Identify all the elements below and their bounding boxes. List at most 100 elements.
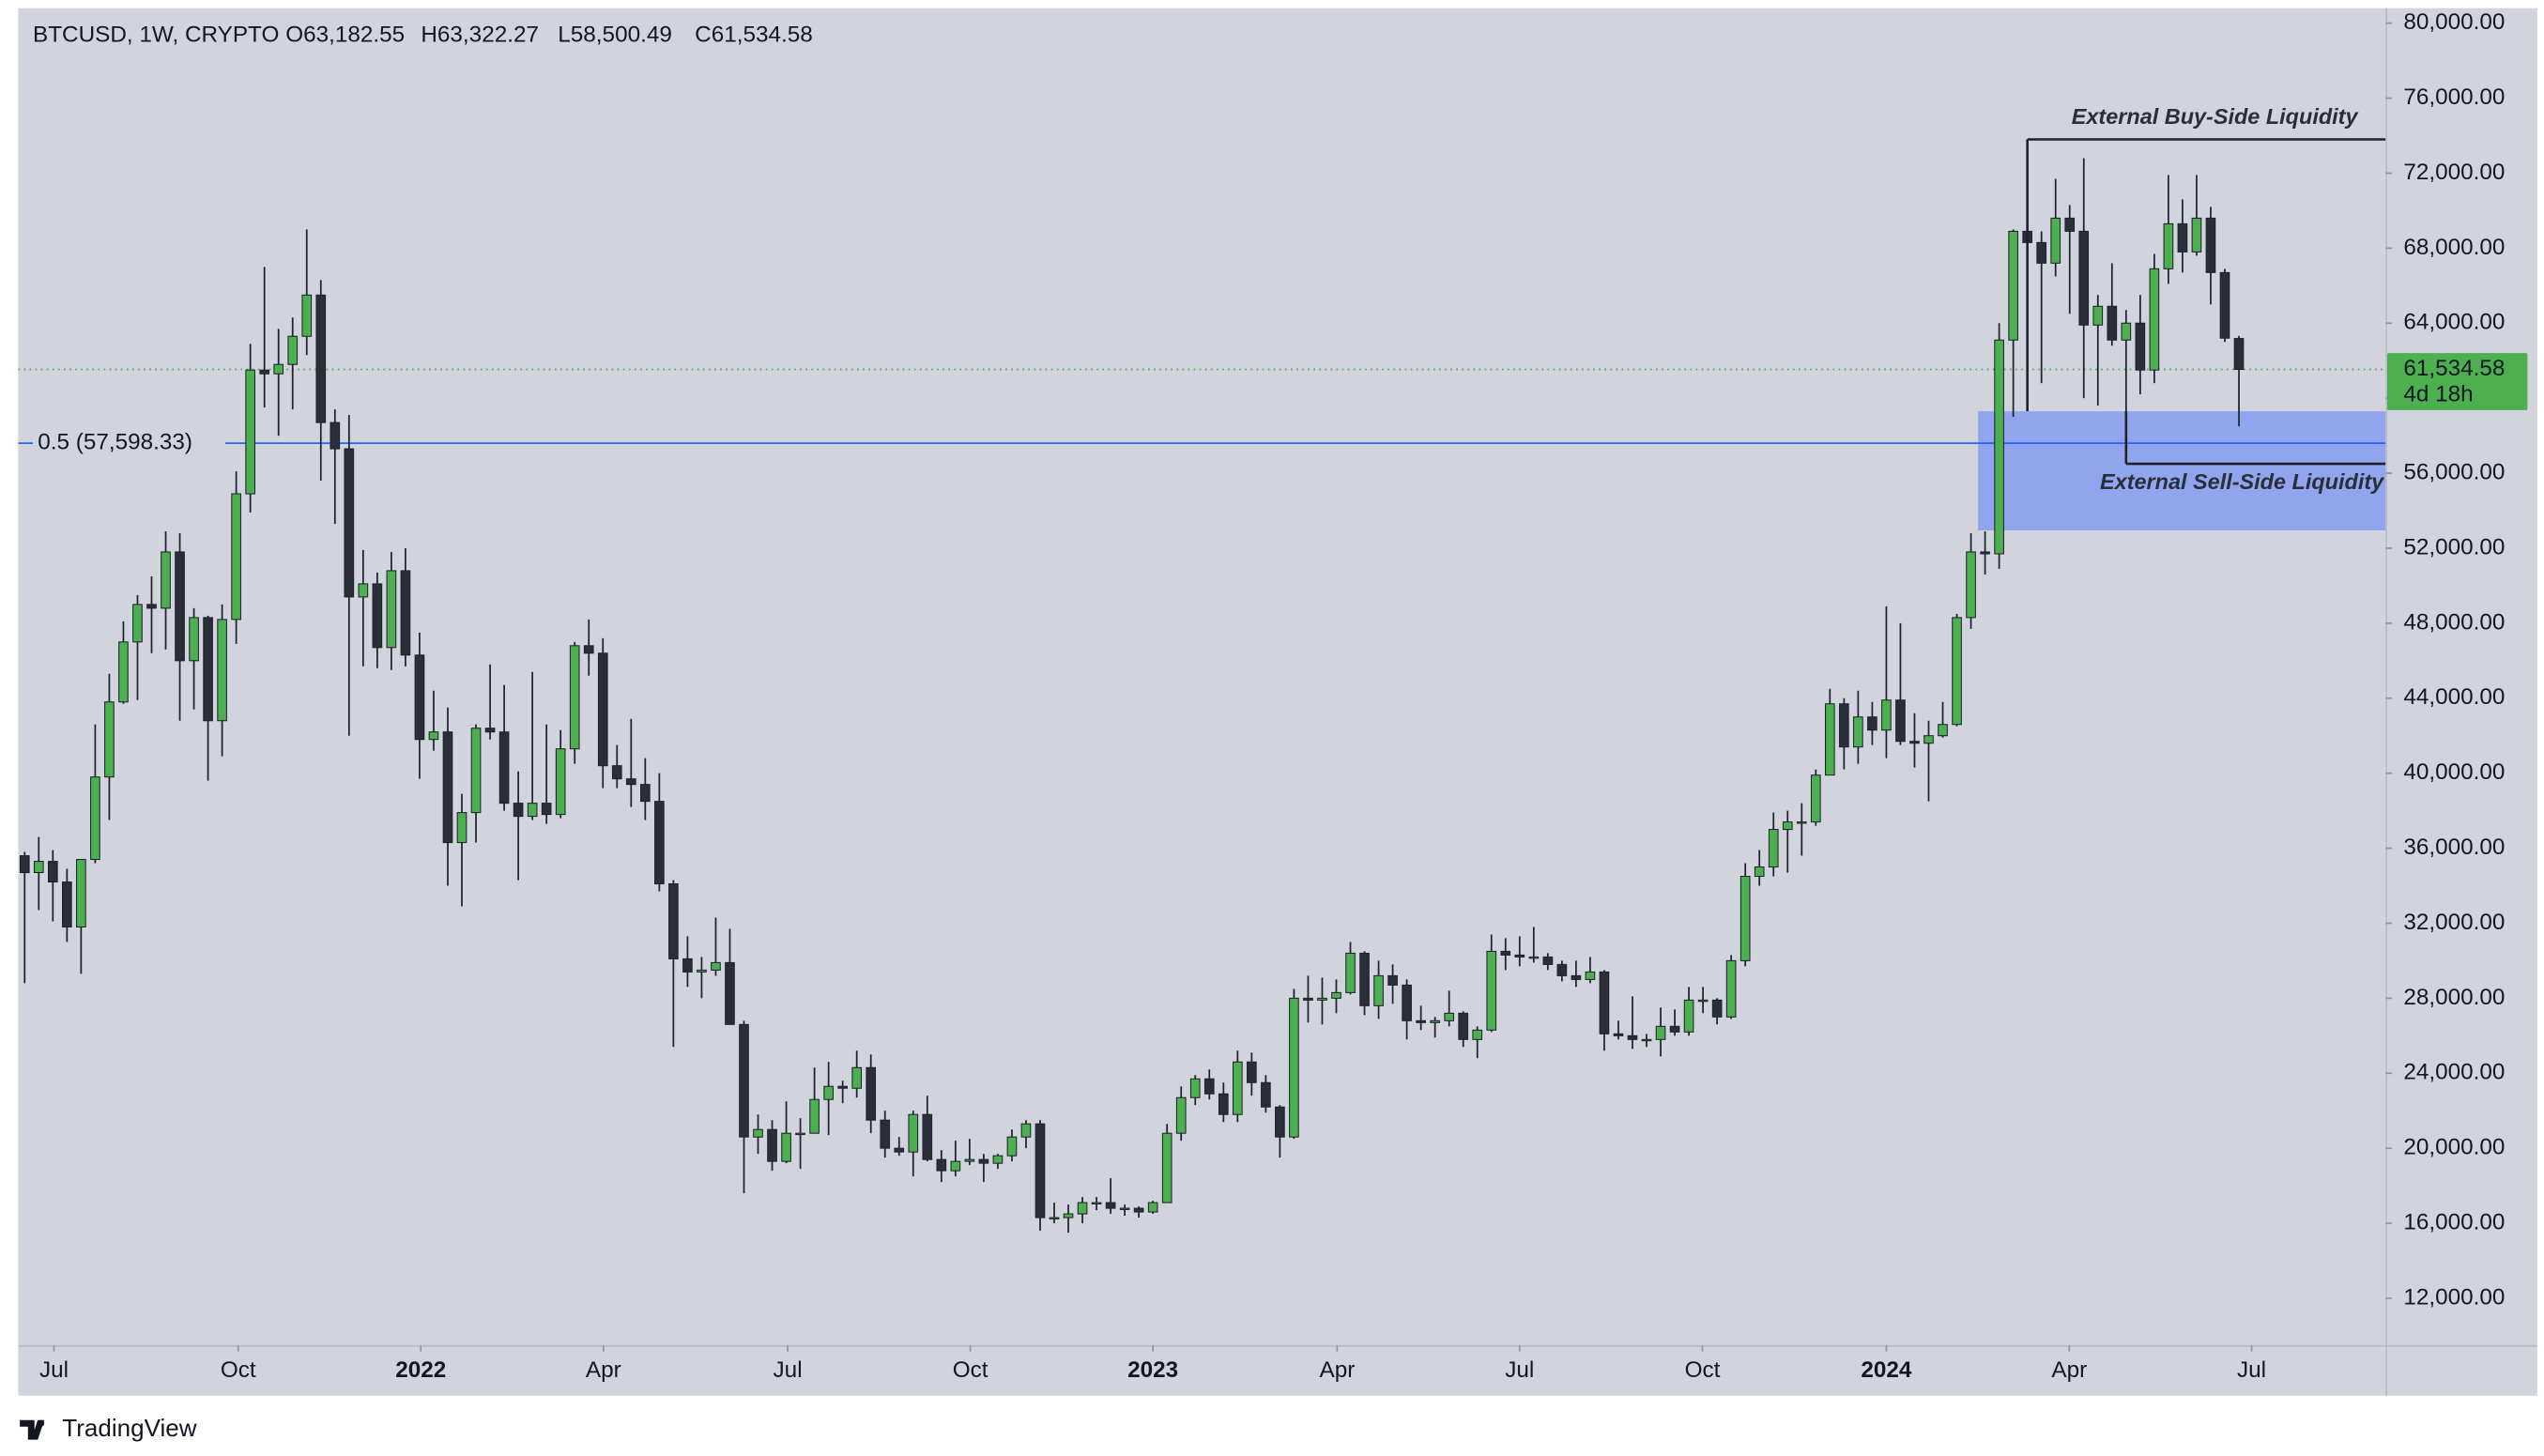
candle-body xyxy=(1938,724,1948,737)
candle-body xyxy=(978,1158,989,1164)
candle-body xyxy=(1444,1012,1455,1021)
candle-body xyxy=(1387,974,1398,986)
candle-body xyxy=(1203,1078,1215,1095)
candle-body xyxy=(203,617,213,722)
candle-body xyxy=(2233,338,2245,371)
candle-body xyxy=(513,803,524,818)
candle-body xyxy=(1697,999,1709,1003)
candle-body xyxy=(1585,971,1596,980)
candle-body xyxy=(851,1066,863,1089)
candle-body xyxy=(1881,699,1892,731)
y-tick-label: 52,000.00 xyxy=(2403,534,2505,559)
candle-body xyxy=(823,1085,834,1100)
open-label: O63,182.55 xyxy=(285,23,405,48)
candle-body xyxy=(2205,217,2216,273)
candle-body xyxy=(837,1085,848,1089)
candle-body xyxy=(894,1147,905,1153)
fib-label: 0.5 (57,598.33) xyxy=(38,430,192,455)
candle-body xyxy=(1275,1106,1285,1138)
candle-body xyxy=(1853,716,1863,748)
y-tick-label: 12,000.00 xyxy=(2403,1284,2505,1310)
candle-body xyxy=(527,803,538,818)
x-tick-label: Jul xyxy=(39,1357,69,1383)
candle-body xyxy=(1683,999,1694,1033)
candle-body xyxy=(1966,551,1976,619)
candle-body xyxy=(795,1132,805,1136)
candle-body xyxy=(2107,305,2118,341)
liquidity-zone xyxy=(1978,411,2386,530)
candle-body xyxy=(569,645,580,750)
high-label: H63,322.27 xyxy=(421,23,539,48)
y-tick-label: 24,000.00 xyxy=(2403,1060,2505,1085)
candle-body xyxy=(19,855,30,874)
candle-body xyxy=(245,369,255,495)
candle-body xyxy=(1556,963,1568,976)
y-tick-label: 68,000.00 xyxy=(2403,235,2505,260)
candle-body xyxy=(1739,876,1751,961)
candle-body xyxy=(146,604,157,609)
chart-background xyxy=(18,8,2537,1396)
candle-body xyxy=(1994,339,2004,555)
candle-body xyxy=(76,859,86,927)
last-price-label: 61,534.58 xyxy=(2403,356,2505,381)
candle-body xyxy=(1923,735,1934,744)
candle-body xyxy=(1359,952,1370,1006)
low-label: L58,500.49 xyxy=(558,23,672,48)
candle-body xyxy=(555,748,566,816)
candle-body xyxy=(1599,971,1610,1035)
candle-body xyxy=(1247,1061,1257,1083)
candle-body xyxy=(880,1119,891,1149)
y-tick-label: 44,000.00 xyxy=(2403,684,2505,710)
candle-body xyxy=(1895,699,1906,743)
candle-body xyxy=(428,731,439,741)
candle-body xyxy=(2036,241,2047,264)
candle-body xyxy=(964,1158,975,1162)
axes: 12,000.00 16,000.00 20,000.00 24,000.00 28,0… xyxy=(39,9,2528,1383)
candle-body xyxy=(1627,1035,1638,1040)
candle-body xyxy=(1402,984,1412,1021)
last-price-badge xyxy=(2387,353,2528,410)
countdown-label: 4d 18h xyxy=(2403,382,2473,407)
y-tick-label: 16,000.00 xyxy=(2403,1209,2505,1234)
candle-body xyxy=(231,493,241,621)
candle-body xyxy=(1839,703,1849,748)
candle-body xyxy=(1655,1025,1666,1040)
candle-body xyxy=(639,784,651,803)
y-tick-label: 40,000.00 xyxy=(2403,759,2505,785)
branding-logo xyxy=(20,1419,45,1440)
x-tick-label: Jul xyxy=(2237,1357,2266,1383)
candle-body xyxy=(625,778,636,786)
candle-body xyxy=(301,294,313,337)
y-tick-label: 80,000.00 xyxy=(2403,9,2505,35)
x-tick-label: Oct xyxy=(1685,1357,1721,1383)
candle-body xyxy=(1261,1081,1271,1108)
candle-body xyxy=(344,448,355,598)
candle-body xyxy=(992,1155,1004,1164)
candle-body xyxy=(1345,952,1356,993)
candle-body xyxy=(1613,1033,1624,1036)
candle-body xyxy=(908,1113,919,1153)
candle-body xyxy=(611,765,622,780)
candle-body xyxy=(1514,954,1525,958)
candle-body xyxy=(400,570,411,656)
candle-body xyxy=(1063,1213,1074,1218)
candle-body xyxy=(711,961,721,971)
candle-body xyxy=(866,1066,877,1121)
x-tick-label: 2022 xyxy=(395,1357,446,1383)
candle-body xyxy=(1980,551,1990,555)
y-tick-label: 36,000.00 xyxy=(2403,835,2505,860)
candle-body xyxy=(2177,222,2188,253)
x-tick-label: 2024 xyxy=(1861,1357,1912,1383)
close-label: C61,534.58 xyxy=(695,23,813,48)
candle-body xyxy=(1725,959,1737,1018)
candle-body xyxy=(1571,974,1582,980)
y-tick-label: 28,000.00 xyxy=(2403,985,2505,1010)
x-tick-label: Oct xyxy=(953,1357,988,1383)
x-tick-label: Oct xyxy=(221,1357,256,1383)
candle-body xyxy=(1486,950,1497,1031)
candle-body xyxy=(273,363,284,375)
candle-body xyxy=(470,728,482,814)
candle-body xyxy=(2135,322,2146,371)
candle-body xyxy=(1416,1019,1426,1023)
y-tick-label: 32,000.00 xyxy=(2403,910,2505,935)
